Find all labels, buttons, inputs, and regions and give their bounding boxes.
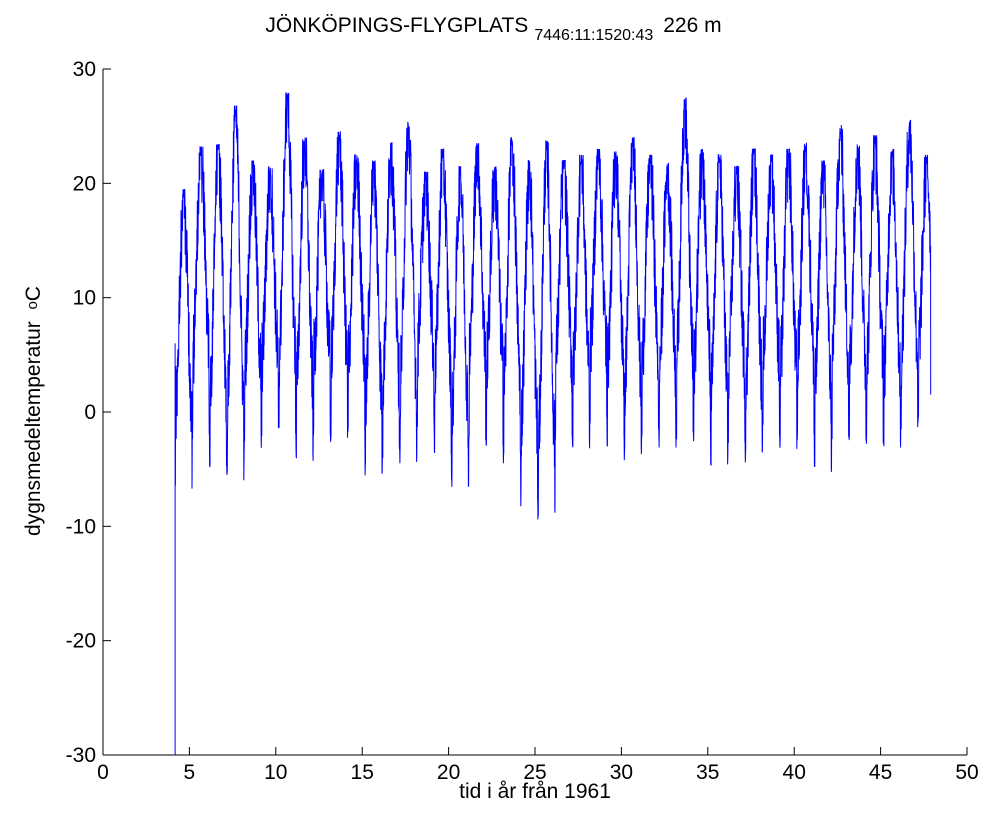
y-axis-unit: C xyxy=(22,286,45,302)
chart-title-subscript: 7446:11:1520:43 xyxy=(534,27,654,44)
y-tick-label: -20 xyxy=(66,630,96,653)
x-tick-label: 30 xyxy=(610,761,633,784)
chart-title-text: JÖNKÖPINGS-FLYGPLATS xyxy=(265,14,529,37)
x-tick-label: 25 xyxy=(523,761,546,784)
y-tick-label: 20 xyxy=(73,172,96,195)
y-tick-label: -10 xyxy=(66,515,96,538)
x-tick-label: 20 xyxy=(437,761,460,784)
x-tick-label: 50 xyxy=(955,761,978,784)
chart-title: JÖNKÖPINGS-FLYGPLATS 7446:11:1520:43 226 m xyxy=(0,14,987,44)
y-tick-label: -30 xyxy=(66,744,96,767)
x-tick-label: 10 xyxy=(264,761,287,784)
y-tick-label: 10 xyxy=(73,287,96,310)
chart-title-elevation: 226 m xyxy=(663,14,722,37)
x-axis-label: tid i år från 1961 xyxy=(459,780,611,803)
y-axis-label-text: dygnsmedeltemperatur xyxy=(22,321,45,536)
y-axis-unit-superscript: o xyxy=(24,301,41,310)
x-tick-label: 45 xyxy=(869,761,892,784)
y-tick-label: 30 xyxy=(73,58,96,81)
x-tick-label: 35 xyxy=(696,761,719,784)
series-line xyxy=(174,92,932,755)
ticks: 0 5 10 15 20 25 30 35 40 45 50 -30 -20 -10 0 10 20 30 xyxy=(66,58,979,784)
x-tick-label: 0 xyxy=(97,761,109,784)
x-tick-label: 5 xyxy=(184,761,196,784)
x-tick-label: 15 xyxy=(351,761,374,784)
y-axis-label: dygnsmedeltemperatur oC xyxy=(22,286,46,536)
y-tick-label: 0 xyxy=(84,401,96,424)
x-tick-label: 40 xyxy=(783,761,806,784)
